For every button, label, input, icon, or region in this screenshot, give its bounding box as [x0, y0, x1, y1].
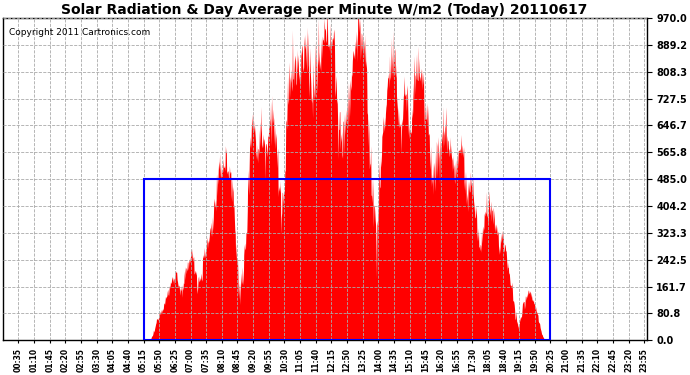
Text: Copyright 2011 Cartronics.com: Copyright 2011 Cartronics.com — [9, 28, 150, 37]
Title: Solar Radiation & Day Average per Minute W/m2 (Today) 20110617: Solar Radiation & Day Average per Minute… — [61, 3, 588, 17]
Bar — [144, 179, 551, 340]
